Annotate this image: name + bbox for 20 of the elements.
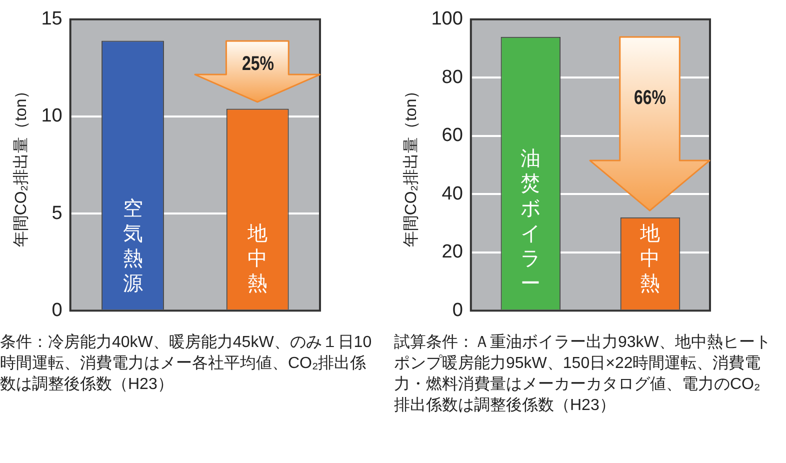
y-tick-label: 20 — [442, 242, 463, 263]
annotation: 66% — [633, 86, 668, 110]
y-tick-label: 100 — [431, 8, 463, 30]
y-tick-label: 0 — [452, 300, 463, 321]
y-tick-label: 15 — [41, 8, 62, 30]
text: 条件：冷房能力40kW、暖房能力45kW、のみ１日10時間運転、消費電力はメー各社平均値、CO₂排出係数は調整後係数（H23） — [0, 332, 373, 395]
y-axis-title: 年間CO₂排出量（ton） — [12, 82, 30, 248]
annotation: 25% — [240, 52, 275, 76]
y-tick-label: 60 — [442, 125, 463, 146]
y-tick-label: 40 — [442, 183, 463, 204]
x-tick-label: 油焚ボイラー — [520, 146, 542, 297]
x-tick-label: 地中熱 — [639, 222, 662, 297]
y-tick-label: 80 — [442, 66, 463, 88]
y-axis-title: 年間CO₂排出量（ton） — [402, 82, 420, 248]
y-tick-label: 10 — [41, 106, 62, 127]
x-tick-label: 地中熱 — [246, 222, 269, 297]
y-tick-label: 0 — [52, 300, 62, 321]
x-tick-label: 空気熱源 — [122, 196, 144, 297]
y-tick-label: 5 — [52, 202, 62, 224]
text: 試算条件：Ａ重油ボイラー出力93kW、地中熱ヒートポンプ暖房能力95kW、150日×22時間運転、消費電力・燃料消費量はメーカーカタログ値、電力のCO₂排出係数は調整後係数（H23） — [394, 332, 772, 416]
